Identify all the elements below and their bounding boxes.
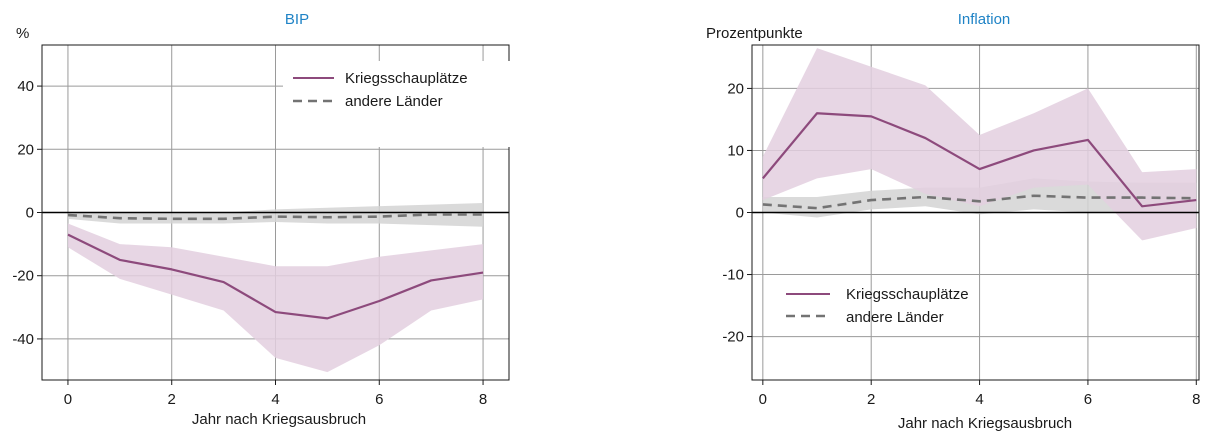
legend: Kriegsschauplätze andere Länder xyxy=(283,61,512,147)
y-tick-label: -20 xyxy=(12,268,34,285)
y-tick-labels: -20 -10 0 10 20 xyxy=(722,80,752,345)
legend-label-2: andere Länder xyxy=(345,93,443,110)
x-tick-label: 0 xyxy=(64,391,72,408)
y-tick-label: 0 xyxy=(736,205,744,222)
x-tick-label: 2 xyxy=(168,391,176,408)
y-tick-label: 0 xyxy=(26,205,34,222)
y-tick-label: 20 xyxy=(727,80,744,97)
x-tick-label: 8 xyxy=(1192,391,1200,408)
legend-label-2: andere Länder xyxy=(846,309,944,326)
x-tick-label: 0 xyxy=(759,391,767,408)
x-tick-label: 6 xyxy=(375,391,383,408)
y-tick-label: -10 xyxy=(722,267,744,284)
y-tick-label: -20 xyxy=(722,329,744,346)
x-tick-labels: 0 2 4 6 8 xyxy=(759,380,1201,408)
chart-title: BIP xyxy=(285,11,309,28)
x-tick-label: 2 xyxy=(867,391,875,408)
y-tick-label: 20 xyxy=(17,141,34,158)
chart-panel-inflation: Inflation Prozentpunkte -20 -10 0 10 20 0 2 4 6… xyxy=(706,11,1200,432)
legend-label-1: Kriegsschauplätze xyxy=(846,286,969,303)
chart-title: Inflation xyxy=(958,11,1011,28)
chart-panel-bip: BIP % -40 -20 0 20 40 0 2 4 6 8 Jahr nach Kriegs… xyxy=(12,11,512,428)
x-tick-label: 6 xyxy=(1084,391,1092,408)
y-tick-labels: -40 -20 0 20 40 xyxy=(12,78,42,348)
y-tick-label: 10 xyxy=(727,142,744,159)
x-tick-label: 4 xyxy=(271,391,279,408)
x-tick-label: 4 xyxy=(975,391,983,408)
legend-label-1: Kriegsschauplätze xyxy=(345,70,468,87)
y-tick-label: -40 xyxy=(12,331,34,348)
x-axis-label: Jahr nach Kriegsausbruch xyxy=(192,411,366,428)
y-unit-label: % xyxy=(16,25,29,42)
y-tick-label: 40 xyxy=(17,78,34,95)
x-axis-label: Jahr nach Kriegsausbruch xyxy=(898,415,1072,432)
x-tick-labels: 0 2 4 6 8 xyxy=(64,380,487,408)
legend: Kriegsschauplätze andere Länder xyxy=(786,286,969,326)
x-tick-label: 8 xyxy=(479,391,487,408)
y-unit-label: Prozentpunkte xyxy=(706,25,803,42)
